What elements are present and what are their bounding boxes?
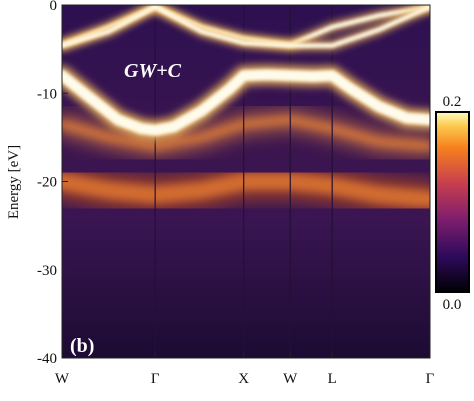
x-tick-label: Γ bbox=[426, 371, 435, 387]
y-tick-label: -30 bbox=[37, 263, 57, 279]
y-tick-label: -40 bbox=[37, 351, 57, 367]
x-tick-label: W bbox=[283, 371, 298, 387]
plot-area bbox=[62, 5, 430, 358]
y-axis-label: Energy [eV] bbox=[6, 145, 22, 219]
colorbar-min-label: 0.0 bbox=[443, 297, 462, 313]
method-label: GW+C bbox=[124, 60, 182, 82]
quasiparticle-layer bbox=[62, 5, 430, 141]
colorbar-max-label: 0.2 bbox=[443, 94, 462, 110]
y-ticks: 0 -10 -20 -30 -40 bbox=[37, 0, 68, 367]
y-tick-label: -10 bbox=[37, 86, 57, 102]
qp-band bbox=[62, 5, 430, 48]
x-tick-label: W bbox=[55, 371, 70, 387]
colorbar bbox=[435, 111, 470, 293]
x-tick-label: Γ bbox=[151, 371, 160, 387]
qp-band bbox=[62, 69, 430, 136]
y-tick-label: -20 bbox=[37, 175, 57, 191]
y-tick-label: 0 bbox=[50, 0, 58, 14]
x-tick-label: L bbox=[328, 371, 337, 387]
x-tick-label: X bbox=[238, 371, 249, 387]
k-point-dividers bbox=[154, 5, 333, 358]
panel-label: (b) bbox=[70, 335, 94, 357]
